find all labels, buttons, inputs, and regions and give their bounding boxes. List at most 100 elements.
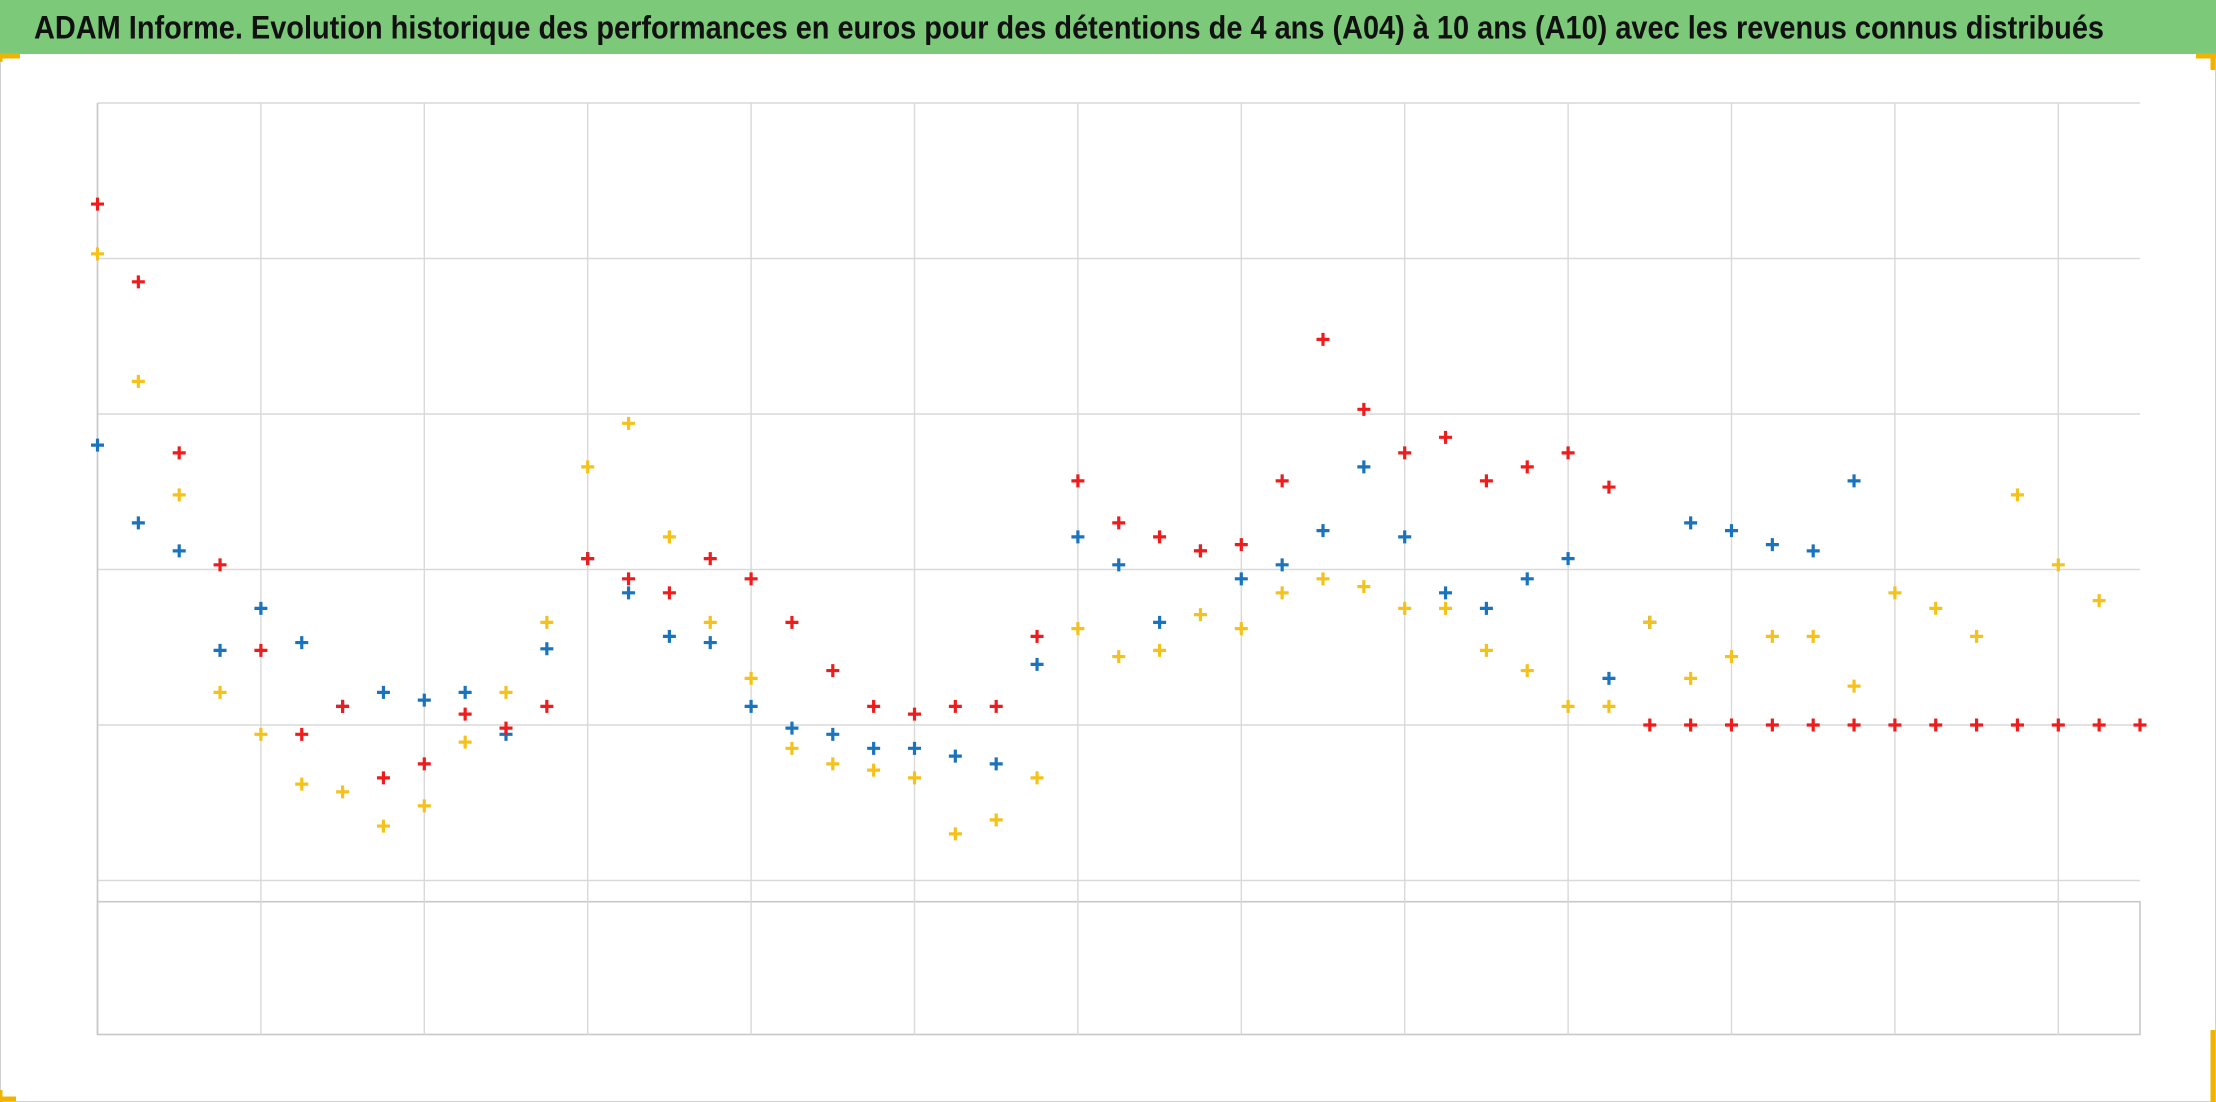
data-point — [1725, 718, 1738, 732]
data-point — [1316, 572, 1330, 586]
data-point — [744, 572, 758, 586]
data-point — [1357, 460, 1371, 474]
data-point — [1684, 671, 1698, 685]
data-point — [581, 552, 595, 566]
data-point — [1643, 718, 1657, 732]
data-point — [540, 615, 554, 629]
data-point — [1725, 650, 1738, 664]
data-point — [1847, 718, 1861, 732]
corner-mark — [0, 1090, 16, 1102]
data-point — [499, 685, 513, 699]
data-point — [1765, 718, 1779, 732]
data-point — [1765, 538, 1779, 552]
data-point — [622, 586, 636, 600]
data-point — [1643, 615, 1657, 629]
data-point — [2010, 488, 2024, 502]
data-point — [1602, 699, 1616, 713]
data-point — [826, 757, 840, 771]
data-point — [1970, 629, 1984, 643]
data-point — [172, 488, 186, 502]
data-point — [1684, 516, 1698, 530]
data-point — [1398, 530, 1412, 544]
corner-mark — [0, 53, 20, 62]
data-point — [91, 197, 104, 211]
data-point — [1112, 558, 1126, 572]
data-point — [295, 636, 309, 650]
data-point — [1970, 718, 1984, 732]
data-point — [622, 572, 636, 586]
data-point — [1806, 718, 1820, 732]
data-point — [1153, 615, 1167, 629]
data-point — [172, 446, 186, 460]
data-point — [1275, 558, 1289, 572]
data-point — [131, 516, 145, 530]
data-point — [213, 558, 227, 572]
data-point — [1275, 586, 1289, 600]
data-point — [336, 699, 350, 713]
data-point — [1357, 580, 1371, 594]
data-point — [826, 664, 840, 678]
data-point — [785, 615, 799, 629]
data-point — [1030, 771, 1044, 785]
data-point — [1193, 544, 1207, 558]
data-point — [1765, 629, 1779, 643]
data-point — [867, 741, 881, 755]
data-point — [744, 671, 758, 685]
data-point — [2051, 718, 2065, 732]
data-point — [417, 757, 431, 771]
data-point — [376, 771, 390, 785]
data-point — [1602, 671, 1616, 685]
data-point — [213, 685, 227, 699]
data-point — [2092, 594, 2106, 608]
title-bar — [0, 0, 2216, 54]
data-point — [1561, 552, 1575, 566]
data-point — [622, 416, 636, 430]
data-point — [989, 813, 1003, 827]
data-point — [1439, 601, 1453, 615]
data-point — [540, 699, 554, 713]
data-point — [458, 685, 472, 699]
data-point — [131, 275, 145, 289]
data-point — [1439, 430, 1453, 444]
data-point — [703, 636, 717, 650]
data-point — [458, 735, 472, 749]
data-point — [1193, 608, 1207, 622]
data-point — [1112, 650, 1126, 664]
data-point — [1234, 622, 1248, 636]
chart-title: ADAM Informe. Evolution historique des p… — [34, 9, 2104, 45]
data-point — [499, 721, 513, 735]
data-point — [662, 586, 676, 600]
data-point — [1357, 402, 1371, 416]
data-point — [254, 601, 268, 615]
data-point — [295, 777, 309, 791]
data-point — [1112, 516, 1126, 530]
data-point — [1806, 544, 1820, 558]
data-point — [867, 763, 881, 777]
data-point — [1316, 332, 1330, 346]
data-point — [91, 438, 104, 452]
data-point — [1479, 601, 1493, 615]
data-point — [1398, 446, 1412, 460]
data-point — [1479, 474, 1493, 488]
data-point — [1847, 474, 1861, 488]
data-point — [1806, 629, 1820, 643]
data-point — [1520, 664, 1534, 678]
data-point — [1520, 460, 1534, 474]
data-point — [1479, 643, 1493, 657]
data-point — [1602, 480, 1616, 494]
data-point — [908, 741, 921, 755]
data-point — [785, 741, 799, 755]
data-point — [1030, 629, 1044, 643]
data-point — [254, 643, 268, 657]
data-point — [908, 771, 921, 785]
data-point — [989, 757, 1003, 771]
data-point — [703, 615, 717, 629]
data-point — [254, 727, 268, 741]
data-point — [1030, 657, 1044, 671]
data-point — [2133, 718, 2147, 732]
data-point — [540, 642, 554, 656]
data-point — [376, 685, 390, 699]
data-point — [1153, 643, 1167, 657]
data-point — [662, 530, 676, 544]
